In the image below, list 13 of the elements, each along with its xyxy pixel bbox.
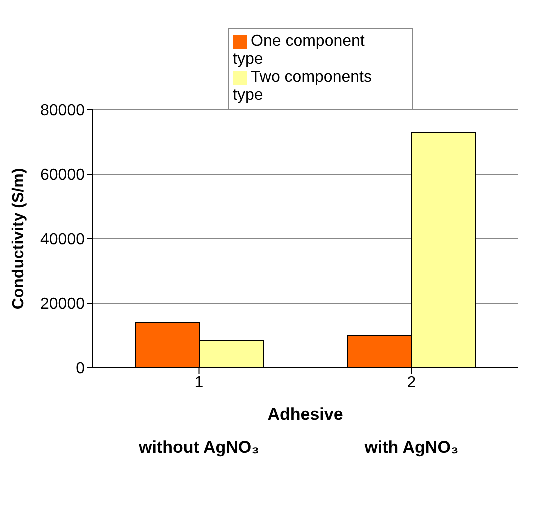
- y-tick-label: 20000: [40, 296, 86, 314]
- x-axis-title: Adhesive: [268, 405, 344, 424]
- legend-label: One component type: [233, 33, 365, 68]
- text: with AgNO₃: [364, 438, 460, 458]
- x-tick-label: 2: [407, 374, 416, 392]
- y-tick-label: 60000: [40, 167, 86, 184]
- x-tick-label: 1: [194, 374, 204, 392]
- y-tick-label: 0: [76, 360, 86, 378]
- y-tick-label: 80000: [40, 102, 86, 120]
- text: without AgNO₃: [138, 438, 261, 458]
- legend-label: Two components type: [233, 69, 372, 104]
- y-tick-label: 40000: [40, 232, 86, 249]
- y-axis-title: Conductivity (S/m): [10, 168, 28, 310]
